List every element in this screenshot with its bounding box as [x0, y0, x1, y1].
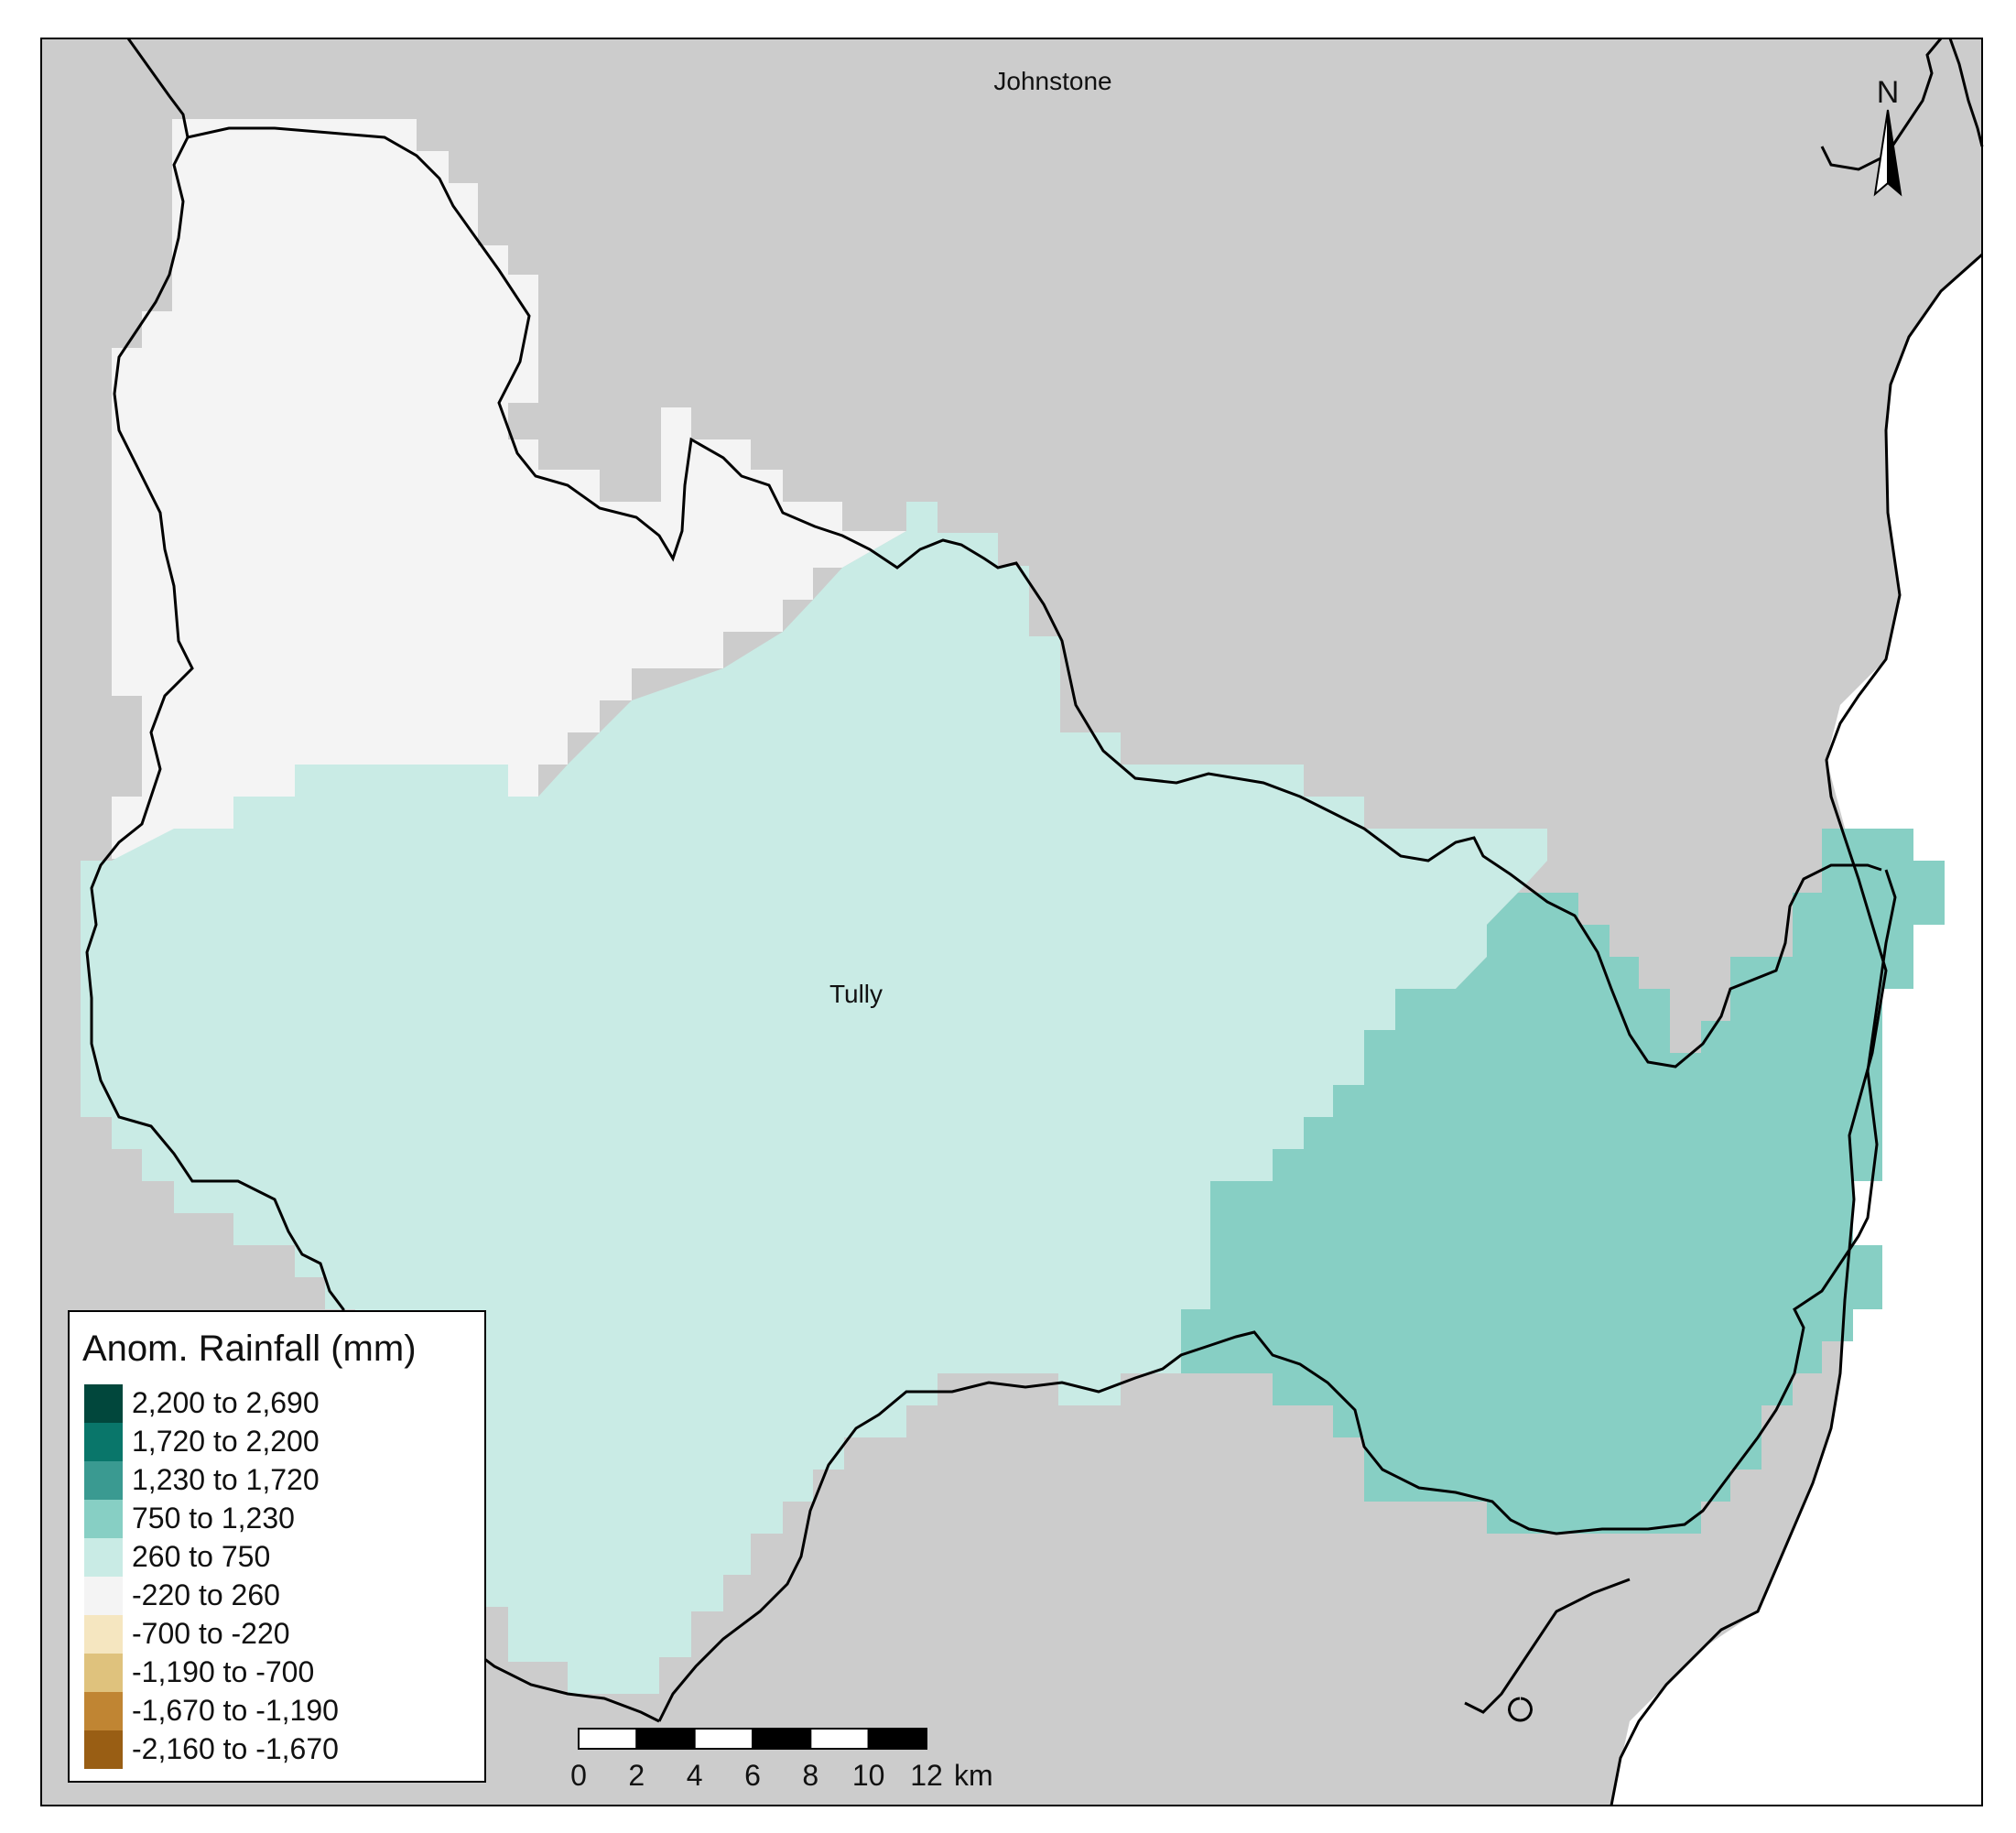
- coastline-north: [1948, 38, 1984, 147]
- legend-swatch: [84, 1654, 123, 1692]
- legend-label: 260 to 750: [132, 1540, 270, 1573]
- legend-title: Anom. Rainfall (mm): [82, 1329, 417, 1369]
- catchment-boundary: [126, 38, 1882, 1068]
- north-arrow-label: N: [1877, 75, 1900, 110]
- legend-swatch: [84, 1692, 123, 1730]
- catchment-boundary-south: [657, 869, 1897, 1722]
- inlet: [1820, 38, 1943, 171]
- scale-bar-segment: [578, 1728, 638, 1750]
- scale-bar-tick-label: 6: [744, 1759, 761, 1792]
- legend-label: 2,200 to 2,690: [132, 1386, 320, 1419]
- map-frame: [40, 38, 1983, 1806]
- legend-swatch: [84, 1615, 123, 1654]
- legend-label: 750 to 1,230: [132, 1502, 295, 1535]
- legend-label: -2,160 to -1,670: [132, 1732, 339, 1765]
- legend-swatch: [84, 1423, 123, 1461]
- place-label-tully: Tully: [829, 980, 883, 1008]
- zone-neutral: [112, 119, 938, 859]
- legend-swatch: [84, 1500, 123, 1538]
- legend-swatch: [84, 1538, 123, 1577]
- scale-bar-segments: [578, 1728, 928, 1750]
- legend-swatch: [84, 1577, 123, 1615]
- scale-bar-tick-label: 8: [802, 1759, 818, 1792]
- legend: Anom. Rainfall (mm) 2,200 to 2,690 1,720 …: [68, 1310, 486, 1783]
- coastline: [1610, 253, 1983, 1806]
- north-arrow: N: [1873, 75, 1902, 197]
- scale-bar-segment: [867, 1728, 928, 1750]
- scale-bar-segment: [809, 1728, 870, 1750]
- legend-label: -1,670 to -1,190: [132, 1694, 339, 1727]
- legend-swatch: [84, 1461, 123, 1500]
- scale-bar-ticks: 0 2 4 6 8 10 12: [570, 1759, 943, 1792]
- scale-bar-tick-label: 0: [570, 1759, 587, 1792]
- legend-label: -1,190 to -700: [132, 1655, 314, 1688]
- legend-items: 2,200 to 2,690 1,720 to 2,200 1,230 to 1,7…: [84, 1384, 339, 1769]
- scale-bar-unit: km: [954, 1759, 993, 1792]
- scale-bar-tick-label: 4: [687, 1759, 703, 1792]
- legend-swatch: [84, 1384, 123, 1423]
- scale-bar-segment: [693, 1728, 754, 1750]
- scale-bar-tick-label: 10: [852, 1759, 885, 1792]
- zone-750-1230: [1181, 829, 1945, 1534]
- scale-bar: 0 2 4 6 8 10 12 km: [570, 1728, 993, 1792]
- scale-bar-tick-label: 12: [910, 1759, 943, 1792]
- sea-area: [1611, 255, 1982, 1806]
- legend-label: 1,230 to 1,720: [132, 1463, 320, 1496]
- north-arrow-right-half: [1887, 109, 1902, 197]
- legend-label: 1,720 to 2,200: [132, 1425, 320, 1458]
- legend-label: -700 to -220: [132, 1617, 290, 1650]
- place-label-johnstone: Johnstone: [993, 67, 1111, 95]
- legend-swatch: [84, 1730, 123, 1769]
- legend-label: -220 to 260: [132, 1578, 280, 1611]
- river-mouth-south: [1464, 1578, 1631, 1722]
- legend-box: [68, 1310, 486, 1783]
- scale-bar-segment: [635, 1728, 696, 1750]
- scale-bar-segment: [752, 1728, 812, 1750]
- scale-bar-tick-label: 2: [628, 1759, 645, 1792]
